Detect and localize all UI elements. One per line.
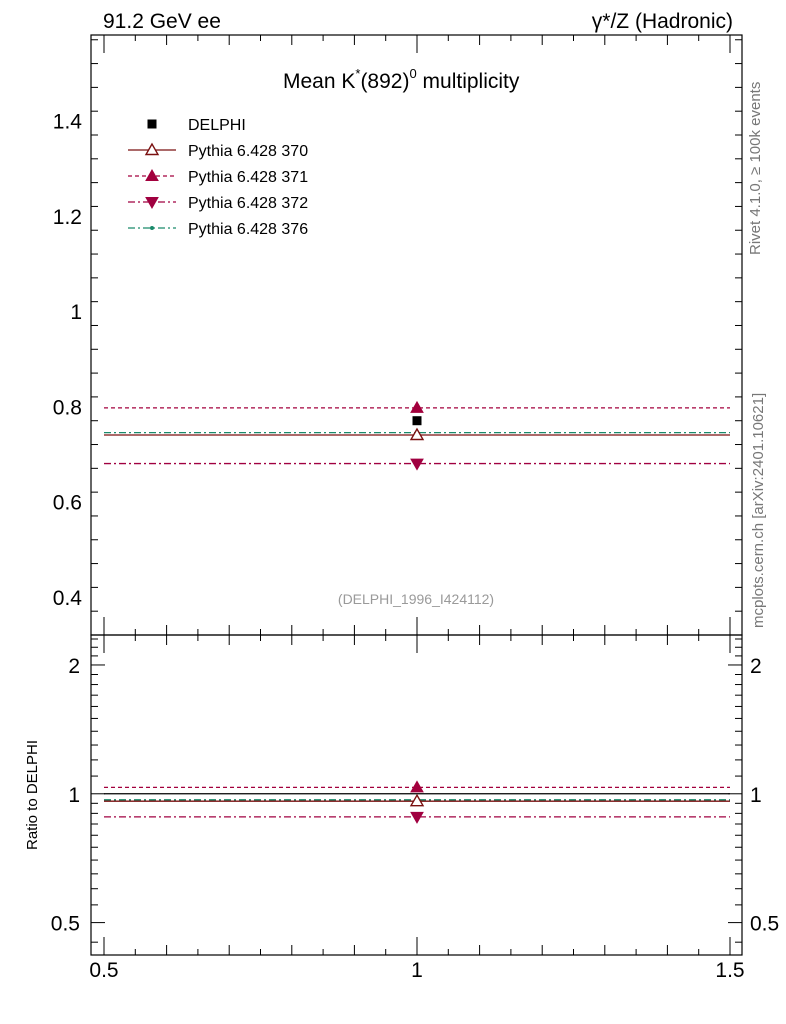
ratio-marker-p370 xyxy=(409,793,425,807)
ratio-y-tick-label: 1 xyxy=(68,784,80,807)
main-series-group xyxy=(104,400,730,471)
legend: DELPHI Pythia 6.428 370 Pythia 6.428 371 Py… xyxy=(128,117,308,238)
header-right-label: γ*/Z (Hadronic) xyxy=(592,10,733,33)
legend-marker-p370 xyxy=(144,142,160,156)
mcplots-label: mcplots.cern.ch [arXiv:2401.10621] xyxy=(750,393,767,628)
series-marker-p371 xyxy=(410,400,424,413)
ratio-marker-p371 xyxy=(410,780,424,793)
ratio-x-axis: 0.5 1 1.5 xyxy=(89,635,745,982)
ratio-panel: 0.5 0.5 1 1 2 2 0.5 1 1.5 Ratio to DELPHI xyxy=(24,634,779,982)
main-y-axis: 0.4 0.6 0.8 1 1.2 1.4 xyxy=(53,39,742,636)
main-y-tick-label: 1 xyxy=(70,301,82,324)
legend-label-p376: Pythia 6.428 376 xyxy=(188,221,308,238)
x-tick-label: 0.5 xyxy=(89,959,118,982)
ratio-y-tick-label: 0.5 xyxy=(51,913,80,936)
analysis-label: (DELPHI_1996_I424112) xyxy=(338,591,494,607)
chart-title: Mean K*(892)0 multiplicity xyxy=(283,66,520,93)
legend-marker-p372 xyxy=(145,197,159,210)
ratio-y-tick-label: 2 xyxy=(68,655,80,678)
main-y-tick-label: 0.4 xyxy=(53,587,83,610)
legend-marker-DELPHI xyxy=(147,119,157,129)
legend-marker-p376 xyxy=(150,226,154,230)
series-marker-p372 xyxy=(410,458,424,471)
series-marker-DELPHI xyxy=(412,416,422,426)
main-y-tick-label: 1.4 xyxy=(53,111,83,134)
legend-label-DELPHI: DELPHI xyxy=(188,117,246,134)
series-marker-p370 xyxy=(409,427,425,441)
main-y-tick-label: 1.2 xyxy=(53,206,82,229)
rivet-version-label: Rivet 4.1.0, ≥ 100k events xyxy=(747,82,764,255)
legend-label-p372: Pythia 6.428 372 xyxy=(188,195,308,212)
x-tick-label: 1.5 xyxy=(715,959,744,982)
main-x-ticks xyxy=(103,35,731,635)
ratio-marker-p372 xyxy=(410,811,424,824)
ratio-series-group xyxy=(104,780,730,824)
main-y-tick-label: 0.8 xyxy=(53,396,82,419)
ratio-y-tick-label-right: 2 xyxy=(750,655,762,678)
ratio-y-axis-label: Ratio to DELPHI xyxy=(24,740,41,850)
ratio-y-axis: 0.5 0.5 1 1 2 2 xyxy=(51,638,779,943)
legend-label-p370: Pythia 6.428 370 xyxy=(188,143,308,160)
main-panel: 0.4 0.6 0.8 1 1.2 1.4 Mean K*(892)0 multiplic… xyxy=(53,34,743,636)
ratio-y-tick-label-right: 1 xyxy=(750,784,762,807)
ratio-y-tick-label-right: 0.5 xyxy=(750,913,779,936)
x-tick-label: 1 xyxy=(411,959,423,982)
legend-marker-p371 xyxy=(145,168,159,181)
header-left-label: 91.2 GeV ee xyxy=(103,10,221,33)
main-y-tick-label: 0.6 xyxy=(53,492,82,515)
legend-label-p371: Pythia 6.428 371 xyxy=(188,169,308,186)
